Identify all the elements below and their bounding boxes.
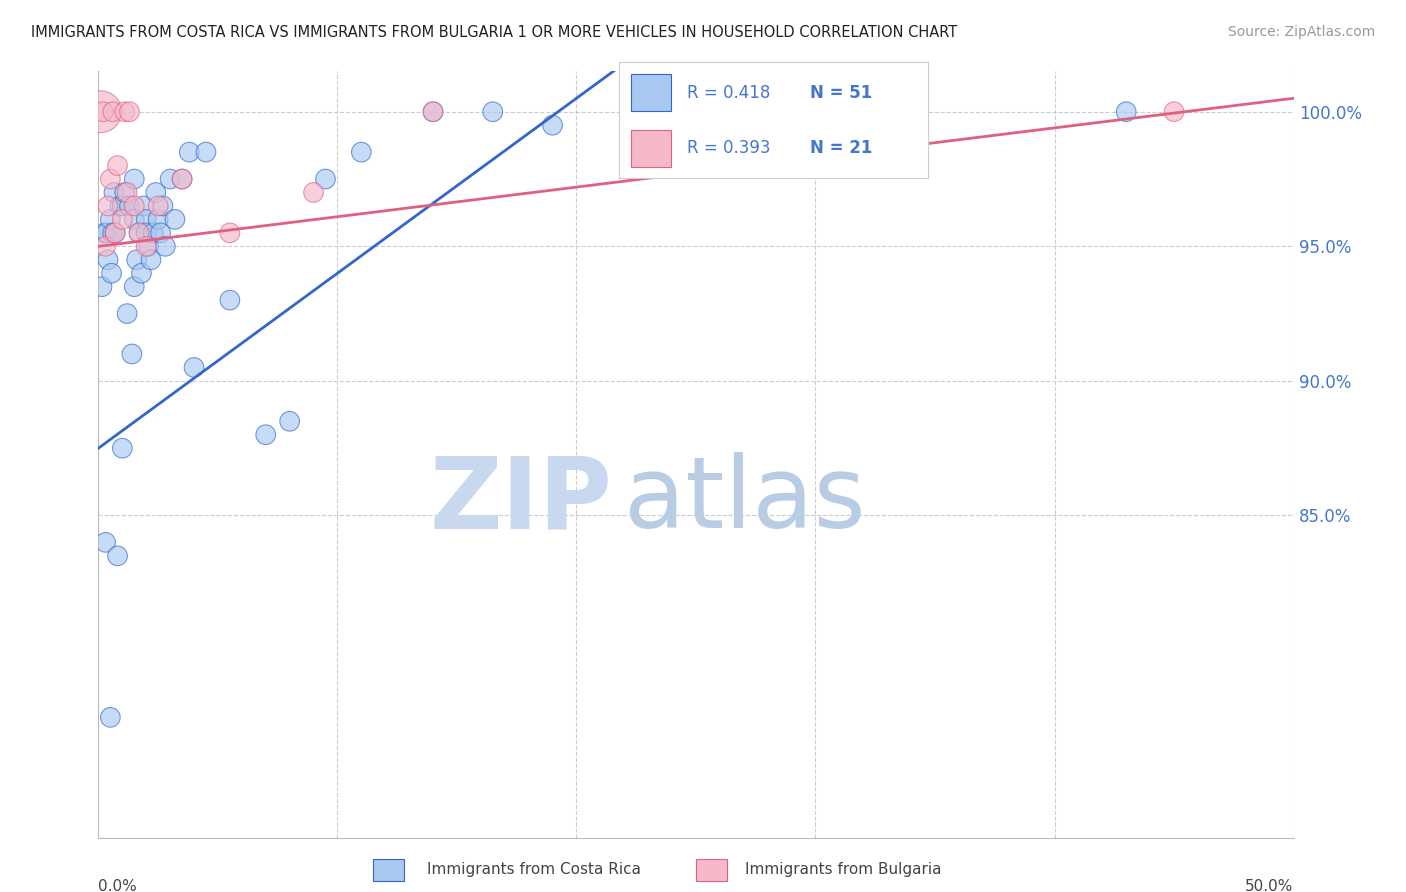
Point xyxy=(541,118,564,132)
Point xyxy=(111,199,134,213)
Point xyxy=(183,360,205,375)
Point xyxy=(1163,104,1185,119)
Point xyxy=(195,145,218,160)
Point xyxy=(132,199,155,213)
Point xyxy=(118,199,141,213)
Point xyxy=(315,172,337,186)
Point xyxy=(422,104,444,119)
Point xyxy=(149,226,172,240)
Point xyxy=(135,212,157,227)
Point xyxy=(163,212,186,227)
Point xyxy=(131,266,153,280)
Point xyxy=(101,226,124,240)
Point xyxy=(148,199,170,213)
Point xyxy=(155,239,177,253)
Point xyxy=(90,104,112,119)
Point xyxy=(93,226,115,240)
Point xyxy=(98,710,122,724)
Point xyxy=(91,104,114,119)
Point xyxy=(219,293,242,307)
Point xyxy=(128,226,150,240)
Text: Immigrants from Bulgaria: Immigrants from Bulgaria xyxy=(745,863,942,877)
Point xyxy=(179,145,201,160)
Text: N = 21: N = 21 xyxy=(810,139,873,157)
Point xyxy=(152,199,174,213)
Point xyxy=(172,172,194,186)
Point xyxy=(1115,104,1137,119)
Point xyxy=(125,252,148,267)
Text: N = 51: N = 51 xyxy=(810,84,873,102)
Point xyxy=(101,104,124,119)
Point xyxy=(104,226,127,240)
Point xyxy=(139,252,162,267)
Point xyxy=(121,347,143,361)
Point xyxy=(124,172,146,186)
Point xyxy=(422,104,444,119)
Point xyxy=(142,226,165,240)
Point xyxy=(128,226,150,240)
Point xyxy=(135,239,157,253)
Point xyxy=(159,172,181,186)
Point xyxy=(100,266,122,280)
Point xyxy=(107,549,129,563)
Point xyxy=(115,307,138,321)
Point xyxy=(98,212,122,227)
Point xyxy=(124,199,146,213)
Text: atlas: atlas xyxy=(624,452,866,549)
Point xyxy=(111,441,134,455)
Bar xyxy=(631,129,671,167)
Point xyxy=(124,279,146,293)
Text: IMMIGRANTS FROM COSTA RICA VS IMMIGRANTS FROM BULGARIA 1 OR MORE VEHICLES IN HOU: IMMIGRANTS FROM COSTA RICA VS IMMIGRANTS… xyxy=(31,25,957,40)
Point xyxy=(138,239,160,253)
Text: 50.0%: 50.0% xyxy=(1246,879,1294,892)
Point xyxy=(94,535,117,549)
Point xyxy=(114,104,136,119)
Text: Immigrants from Costa Rica: Immigrants from Costa Rica xyxy=(427,863,641,877)
Point xyxy=(145,186,167,200)
Text: R = 0.393: R = 0.393 xyxy=(686,139,770,157)
Text: Source: ZipAtlas.com: Source: ZipAtlas.com xyxy=(1227,25,1375,39)
Point xyxy=(111,212,134,227)
Point xyxy=(118,104,141,119)
Point xyxy=(172,172,194,186)
Text: ZIP: ZIP xyxy=(429,452,613,549)
Point xyxy=(482,104,505,119)
Point xyxy=(108,199,131,213)
Text: R = 0.418: R = 0.418 xyxy=(686,84,770,102)
Point xyxy=(91,279,114,293)
Point xyxy=(254,427,277,442)
Point xyxy=(148,212,170,227)
Point xyxy=(219,226,242,240)
Point xyxy=(97,199,120,213)
Point xyxy=(98,172,122,186)
Text: 0.0%: 0.0% xyxy=(98,879,138,892)
Point xyxy=(278,414,301,428)
Point xyxy=(96,226,118,240)
Point xyxy=(135,226,157,240)
Point xyxy=(97,252,120,267)
Point xyxy=(103,186,125,200)
Bar xyxy=(631,74,671,112)
Point xyxy=(124,212,146,227)
Point xyxy=(107,159,129,173)
Point xyxy=(115,186,138,200)
Point xyxy=(94,239,117,253)
Point xyxy=(104,226,127,240)
Point xyxy=(114,186,136,200)
Point xyxy=(350,145,373,160)
Point xyxy=(302,186,325,200)
